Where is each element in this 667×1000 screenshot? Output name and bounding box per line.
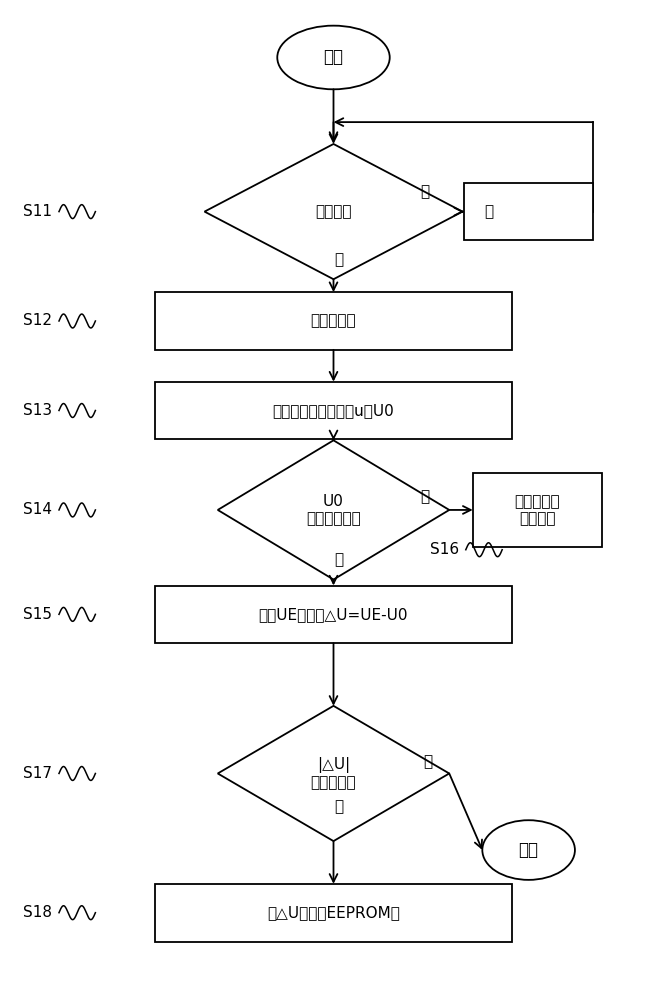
Bar — [473, 473, 602, 547]
Polygon shape — [217, 706, 450, 841]
Polygon shape — [205, 144, 462, 279]
Text: S17: S17 — [23, 766, 53, 781]
Text: 开始: 开始 — [323, 48, 344, 66]
Text: 读取UE，并令△U=UE-U0: 读取UE，并令△U=UE-U0 — [259, 607, 408, 622]
Bar — [155, 884, 512, 942]
Text: 获取零点电压的检测u値U0: 获取零点电压的检测u値U0 — [273, 403, 394, 418]
Text: S14: S14 — [23, 502, 53, 517]
Ellipse shape — [482, 820, 575, 880]
Text: 关闭节流阀: 关闭节流阀 — [311, 313, 356, 328]
Text: 否: 否 — [420, 184, 430, 199]
Text: 压力传感器
故障报警: 压力传感器 故障报警 — [514, 494, 560, 526]
Ellipse shape — [277, 26, 390, 89]
Text: U0
处于预定范围: U0 处于预定范围 — [306, 494, 361, 526]
Polygon shape — [217, 440, 450, 580]
Text: S15: S15 — [23, 607, 53, 622]
Bar — [155, 586, 512, 643]
Text: 转速为零: 转速为零 — [315, 204, 352, 219]
Bar — [155, 382, 512, 439]
Text: 否: 否 — [420, 490, 430, 505]
Text: 终止: 终止 — [519, 841, 539, 859]
Text: 否: 否 — [334, 799, 344, 814]
Text: 是: 是 — [334, 552, 344, 567]
Text: |△U|
小于预定値: |△U| 小于预定値 — [311, 757, 356, 790]
Bar — [464, 183, 593, 240]
Text: S18: S18 — [23, 905, 53, 920]
Bar — [155, 292, 512, 350]
Text: S13: S13 — [23, 403, 53, 418]
Text: S12: S12 — [23, 313, 53, 328]
Text: S11: S11 — [23, 204, 53, 219]
Text: 否: 否 — [484, 204, 494, 219]
Text: 是: 是 — [334, 252, 344, 267]
Text: 将△U存储在EEPROM中: 将△U存储在EEPROM中 — [267, 905, 400, 920]
Text: S16: S16 — [430, 542, 459, 557]
Text: 是: 是 — [424, 754, 433, 769]
